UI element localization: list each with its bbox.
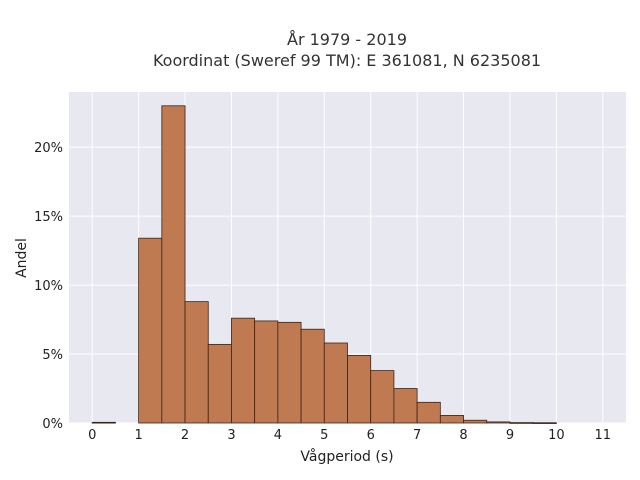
histogram-bar bbox=[277, 321, 302, 424]
histogram-bar bbox=[509, 422, 534, 424]
y-axis-label: Andel bbox=[14, 238, 30, 278]
histogram-bar bbox=[91, 421, 116, 424]
x-ticks: 0 1 2 3 4 5 6 7 8 9 10 11 bbox=[88, 428, 611, 443]
histogram-bar bbox=[370, 370, 395, 424]
y-tick-label: 10% bbox=[34, 279, 63, 294]
histogram-bar bbox=[161, 105, 186, 424]
y-tick-label: 15% bbox=[34, 210, 63, 225]
histogram-bar bbox=[184, 301, 209, 424]
x-tick-label: 11 bbox=[595, 428, 612, 443]
histogram-bar bbox=[463, 419, 488, 424]
histogram-bar bbox=[207, 343, 232, 424]
x-tick-label: 2 bbox=[181, 428, 189, 443]
histogram-bar bbox=[138, 237, 163, 424]
x-tick-label: 6 bbox=[367, 428, 375, 443]
x-tick-label: 9 bbox=[506, 428, 514, 443]
histogram-bar bbox=[254, 320, 279, 424]
x-tick-label: 7 bbox=[413, 428, 421, 443]
x-tick-label: 3 bbox=[227, 428, 235, 443]
bars bbox=[91, 105, 557, 424]
y-tick-label: 20% bbox=[34, 141, 63, 156]
x-tick-label: 8 bbox=[459, 428, 467, 443]
histogram-bar bbox=[347, 355, 372, 424]
histogram-bar bbox=[532, 422, 557, 424]
histogram-bar bbox=[439, 415, 464, 424]
y-tick-label: 0% bbox=[42, 417, 63, 432]
x-tick-label: 10 bbox=[548, 428, 565, 443]
chart-title-line-1: År 1979 - 2019 bbox=[287, 30, 407, 49]
x-axis-label: Vågperiod (s) bbox=[300, 448, 393, 465]
x-tick-label: 4 bbox=[274, 428, 282, 443]
y-ticks: 0% 5% 10% 15% 20% bbox=[34, 141, 63, 432]
x-tick-label: 5 bbox=[320, 428, 328, 443]
x-tick-label: 0 bbox=[88, 428, 96, 443]
y-tick-label: 5% bbox=[42, 348, 63, 363]
histogram-bar bbox=[416, 401, 441, 424]
histogram-bar bbox=[486, 421, 511, 424]
x-tick-label: 1 bbox=[134, 428, 142, 443]
histogram-bar bbox=[393, 388, 418, 424]
chart-title-line-2: Koordinat (Sweref 99 TM): E 361081, N 62… bbox=[153, 51, 541, 70]
histogram-bar bbox=[300, 328, 325, 424]
histogram-bar bbox=[231, 317, 256, 424]
histogram-bar bbox=[323, 342, 348, 424]
